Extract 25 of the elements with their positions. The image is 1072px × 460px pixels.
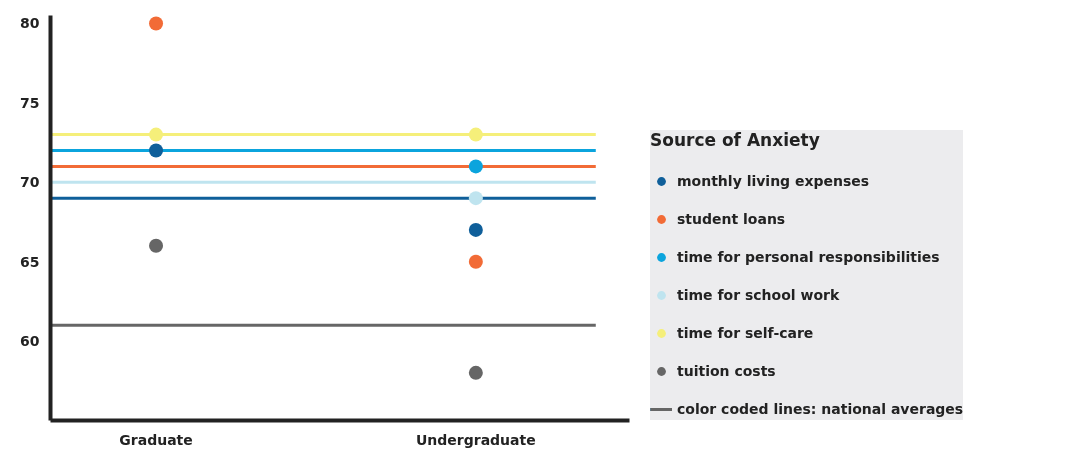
point: [468, 254, 483, 269]
legend-label: time for school work: [677, 287, 840, 303]
point: [468, 159, 483, 174]
point: [468, 127, 483, 142]
point: [149, 143, 164, 158]
y-tick-label: 65: [20, 253, 40, 270]
point: [149, 238, 164, 253]
point: [468, 191, 483, 206]
x-tick-label: Graduate: [119, 431, 193, 448]
point: [468, 365, 483, 380]
x-tick-label: Undergraduate: [415, 431, 536, 448]
y-tick-label: 60: [20, 333, 40, 350]
legend-label: time for self-care: [677, 325, 814, 341]
legend-label: tuition costs: [677, 363, 776, 379]
legend-label: time for personal responsibilities: [677, 249, 940, 265]
legend-label: monthly living expenses: [677, 173, 870, 189]
y-tick-label: 70: [20, 174, 40, 191]
legend-label: student loans: [677, 211, 786, 227]
legend-title: Source of Anxiety: [650, 130, 821, 150]
y-tick-label: 75: [20, 94, 40, 111]
point: [149, 127, 164, 142]
point: [149, 16, 164, 31]
text: color coded lines: national averages: [677, 401, 964, 417]
y-tick-label: 80: [20, 15, 40, 32]
point: [468, 222, 483, 237]
